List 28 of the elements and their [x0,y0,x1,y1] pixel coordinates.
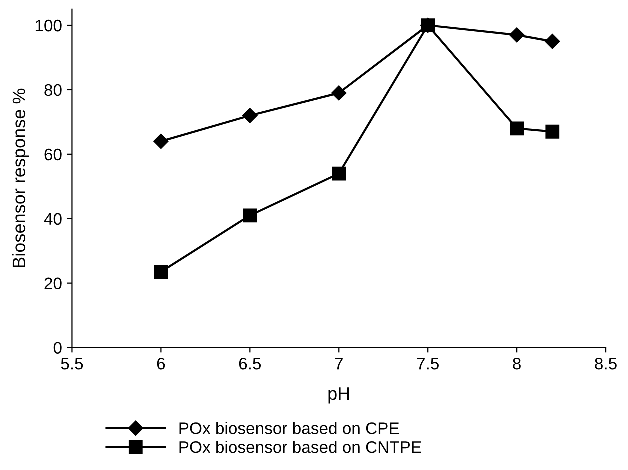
point [154,265,168,280]
x-tick-label: 6 [157,358,166,370]
point [154,134,169,150]
y-tick-label: 80 [44,84,62,96]
legend-label: POx biosensor based on CPE [180,422,400,434]
x-tick-label: 7 [335,358,343,370]
point [546,124,560,139]
y-tick-label: 100 [36,20,62,32]
x-tick-label: 8.5 [595,358,617,370]
y-tick-label: 60 [44,148,62,161]
y-tick-label: 0 [54,342,62,354]
point [421,18,436,32]
legend-label: POx biosensor based on CNTPE [180,441,422,454]
x-axis-title: pH [328,388,350,404]
y-tick-label: 20 [44,278,62,290]
x-tick-label: 6.5 [239,358,262,370]
y-tick-label: 40 [44,213,62,226]
x-tick-label: 7.5 [417,358,439,370]
point [332,166,346,181]
point [545,34,560,50]
point [510,122,524,136]
x-tick-label: 5.5 [61,358,84,370]
point [332,86,347,101]
x-tick-label: 8 [513,358,521,370]
y-axis-title: Biosensor response % [12,88,30,268]
point [242,108,258,124]
point [509,28,525,43]
point [243,208,258,223]
